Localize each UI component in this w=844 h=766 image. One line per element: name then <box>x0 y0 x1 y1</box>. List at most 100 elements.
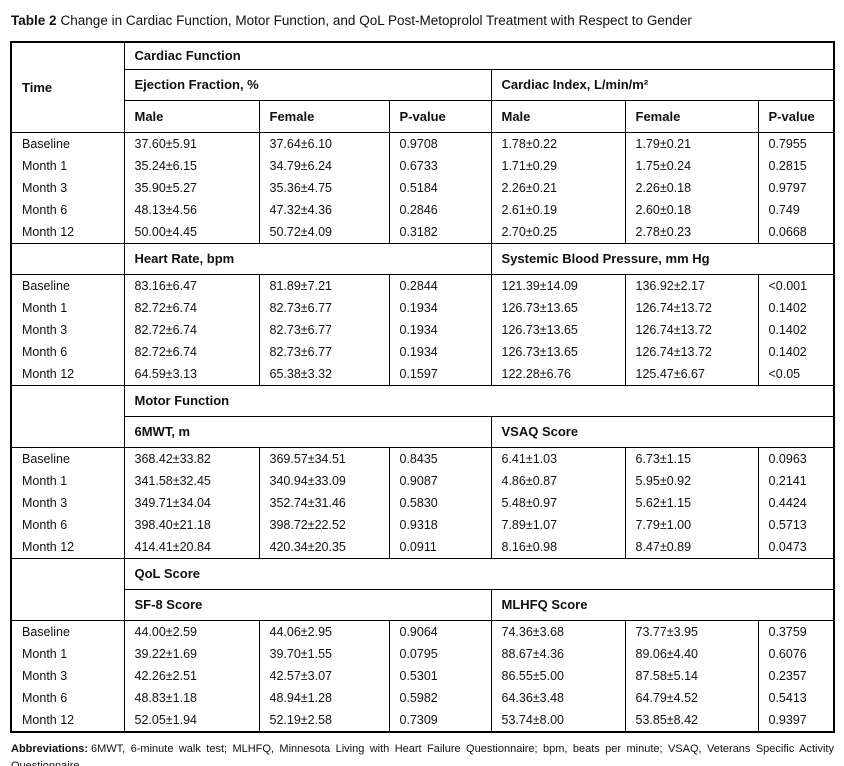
value-cell: 65.38±3.32 <box>258 362 390 386</box>
value-cell: 121.39±14.09 <box>490 274 626 297</box>
value-cell: 52.05±1.94 <box>123 708 260 732</box>
value-cell: 126.74±13.72 <box>624 296 759 319</box>
row-label-cell: Month 3 <box>10 176 125 199</box>
gender-header-row: Male Female P-value Male Female P-value <box>11 99 835 133</box>
abbreviations-text: 6MWT, 6-minute walk test; MLHFQ, Minneso… <box>11 742 834 766</box>
value-cell: 2.26±0.18 <box>624 176 759 199</box>
abbreviations-label: Abbreviations: <box>11 742 89 755</box>
value-cell: 1.79±0.21 <box>624 132 759 155</box>
table-row: Month 12 52.05±1.94 52.19±2.58 0.7309 53.74±… <box>10 708 835 732</box>
panel-header-cell: Ejection Fraction, % <box>123 68 492 101</box>
empty-time-cell <box>10 242 125 275</box>
row-label-cell: Month 1 <box>10 154 125 177</box>
table-row: Month 6 48.83±1.18 48.94±1.28 0.5982 64.36±3… <box>10 686 835 709</box>
table-row: Month 1 82.72±6.74 82.73±6.77 0.1934 126.73±… <box>10 296 835 319</box>
value-cell: 48.13±4.56 <box>123 198 260 221</box>
pvalue-cell: 0.6076 <box>757 642 835 665</box>
value-cell: 2.61±0.19 <box>490 198 626 221</box>
value-cell: 87.58±5.14 <box>624 664 759 687</box>
value-cell: 48.94±1.28 <box>258 686 390 709</box>
value-cell: 81.89±7.21 <box>258 274 390 297</box>
table-row: Month 1 39.22±1.69 39.70±1.55 0.0795 88.67±4… <box>10 642 835 665</box>
value-cell: 126.73±13.65 <box>490 296 626 319</box>
value-cell: 34.79±6.24 <box>258 154 390 177</box>
section-title-row: Time Cardiac Function <box>10 41 835 133</box>
row-label-cell: Baseline <box>10 447 125 470</box>
value-cell: 126.73±13.65 <box>490 340 626 363</box>
table-row: Month 3 35.90±5.27 35.36±4.75 0.5184 2.26±0.… <box>10 176 835 199</box>
value-cell: 74.36±3.68 <box>490 620 626 643</box>
table-title-text: Change in Cardiac Function, Motor Functi… <box>60 13 692 28</box>
pvalue-cell: 0.9797 <box>757 176 835 199</box>
table-row: Month 12 414.41±20.84 420.34±20.35 0.0911 8.… <box>10 535 835 559</box>
value-cell: 2.78±0.23 <box>624 220 759 244</box>
value-cell: 5.62±1.15 <box>624 491 759 514</box>
pvalue-cell: 0.7309 <box>388 708 492 732</box>
section-title-row: Motor Function <box>10 384 835 448</box>
row-label-cell: Month 6 <box>10 686 125 709</box>
value-cell: 64.36±3.48 <box>490 686 626 709</box>
panel-header-cell: MLHFQ Score <box>490 588 835 621</box>
row-label-cell: Month 12 <box>10 220 125 244</box>
section-title-cell: Cardiac Function <box>123 41 835 70</box>
pvalue-cell: 0.5301 <box>388 664 492 687</box>
value-cell: 86.55±5.00 <box>490 664 626 687</box>
value-cell: 35.90±5.27 <box>123 176 260 199</box>
row-label-cell: Month 1 <box>10 469 125 492</box>
panel-header-cell: Systemic Blood Pressure, mm Hg <box>490 242 835 275</box>
pvalue-cell: 0.0668 <box>757 220 835 244</box>
value-cell: 136.92±2.17 <box>624 274 759 297</box>
value-cell: 341.58±32.45 <box>123 469 260 492</box>
value-cell: 35.36±4.75 <box>258 176 390 199</box>
value-cell: 2.60±0.18 <box>624 198 759 221</box>
pvalue-cell: 0.0963 <box>757 447 835 470</box>
value-cell: 48.83±1.18 <box>123 686 260 709</box>
panel-header-row: SF-8 Score MLHFQ Score <box>11 588 835 621</box>
value-cell: 8.47±0.89 <box>624 535 759 559</box>
pvalue-cell: 0.1402 <box>757 296 835 319</box>
value-cell: 44.00±2.59 <box>123 620 260 643</box>
table-row: Month 12 50.00±4.45 50.72±4.09 0.3182 2.70±0… <box>10 220 835 244</box>
row-label-cell: Month 1 <box>10 642 125 665</box>
column-header-cell: Male <box>490 99 626 133</box>
value-cell: 340.94±33.09 <box>258 469 390 492</box>
row-label-cell: Month 3 <box>10 491 125 514</box>
pvalue-cell: 0.3759 <box>757 620 835 643</box>
row-label-cell: Month 12 <box>10 708 125 732</box>
empty-time-cell <box>10 557 125 621</box>
pvalue-cell: 0.4424 <box>757 491 835 514</box>
table-row: Baseline 368.42±33.82 369.57±34.51 0.8435 6.… <box>10 447 835 470</box>
value-cell: 82.72±6.74 <box>123 318 260 341</box>
pvalue-cell: 0.2357 <box>757 664 835 687</box>
table-row: Month 6 48.13±4.56 47.32±4.36 0.2846 2.61±0.… <box>10 198 835 221</box>
value-cell: 42.26±2.51 <box>123 664 260 687</box>
value-cell: 5.48±0.97 <box>490 491 626 514</box>
value-cell: 126.74±13.72 <box>624 318 759 341</box>
column-header-cell: Male <box>123 99 260 133</box>
value-cell: 44.06±2.95 <box>258 620 390 643</box>
column-header-cell: Female <box>258 99 390 133</box>
pvalue-cell: 0.1402 <box>757 318 835 341</box>
value-cell: 42.57±3.07 <box>258 664 390 687</box>
value-cell: 39.70±1.55 <box>258 642 390 665</box>
value-cell: 352.74±31.46 <box>258 491 390 514</box>
section-title-cell: Motor Function <box>123 384 835 417</box>
value-cell: 82.72±6.74 <box>123 340 260 363</box>
pvalue-cell: 0.9087 <box>388 469 492 492</box>
table-row: Month 1 341.58±32.45 340.94±33.09 0.9087 4.8… <box>10 469 835 492</box>
value-cell: 368.42±33.82 <box>123 447 260 470</box>
pvalue-cell: 0.0911 <box>388 535 492 559</box>
value-cell: 398.40±21.18 <box>123 513 260 536</box>
value-cell: 73.77±3.95 <box>624 620 759 643</box>
value-cell: 369.57±34.51 <box>258 447 390 470</box>
table-row: Month 3 349.71±34.04 352.74±31.46 0.5830 5.4… <box>10 491 835 514</box>
value-cell: 122.28±6.76 <box>490 362 626 386</box>
value-cell: 2.26±0.21 <box>490 176 626 199</box>
panel-header-cell: Cardiac Index, L/min/m² <box>490 68 835 101</box>
table-row: Month 6 82.72±6.74 82.73±6.77 0.1934 126.73±… <box>10 340 835 363</box>
pvalue-cell: 0.1934 <box>388 340 492 363</box>
pvalue-cell: <0.001 <box>757 274 835 297</box>
panel-header-cell: 6MWT, m <box>123 415 492 448</box>
value-cell: 1.78±0.22 <box>490 132 626 155</box>
